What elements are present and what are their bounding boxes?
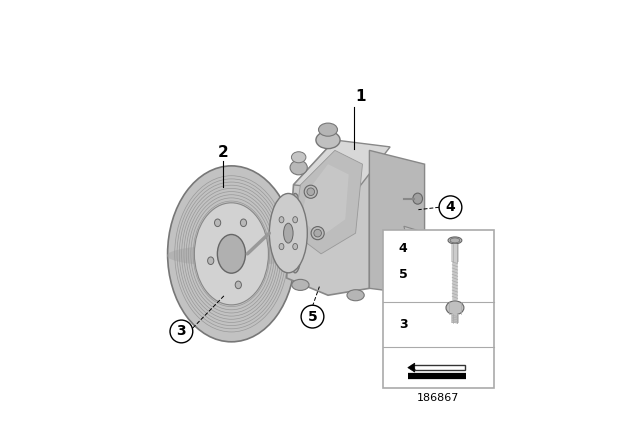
Ellipse shape bbox=[292, 217, 298, 223]
Polygon shape bbox=[408, 363, 415, 372]
Text: 186867: 186867 bbox=[417, 393, 460, 403]
Ellipse shape bbox=[413, 255, 422, 266]
Circle shape bbox=[439, 196, 462, 219]
Ellipse shape bbox=[292, 280, 309, 290]
Ellipse shape bbox=[279, 217, 284, 223]
Text: 4: 4 bbox=[399, 242, 408, 255]
Text: 5: 5 bbox=[308, 310, 317, 323]
Ellipse shape bbox=[279, 243, 284, 250]
Text: 2: 2 bbox=[218, 145, 228, 159]
Circle shape bbox=[301, 305, 324, 328]
Ellipse shape bbox=[168, 166, 295, 342]
Ellipse shape bbox=[413, 193, 422, 204]
Text: 5: 5 bbox=[399, 267, 408, 280]
Ellipse shape bbox=[287, 194, 303, 273]
Ellipse shape bbox=[448, 237, 462, 244]
Ellipse shape bbox=[232, 173, 250, 335]
Ellipse shape bbox=[214, 219, 221, 227]
Ellipse shape bbox=[207, 257, 214, 264]
Ellipse shape bbox=[290, 160, 307, 175]
Polygon shape bbox=[294, 140, 390, 192]
Text: 3: 3 bbox=[399, 318, 408, 331]
Circle shape bbox=[170, 320, 193, 343]
Polygon shape bbox=[287, 140, 369, 295]
Ellipse shape bbox=[236, 281, 241, 289]
Ellipse shape bbox=[316, 131, 340, 149]
Ellipse shape bbox=[314, 229, 321, 237]
Polygon shape bbox=[404, 226, 445, 267]
Ellipse shape bbox=[319, 123, 337, 136]
Ellipse shape bbox=[446, 301, 464, 314]
Ellipse shape bbox=[307, 188, 314, 195]
Ellipse shape bbox=[167, 245, 296, 266]
Ellipse shape bbox=[291, 152, 306, 163]
Ellipse shape bbox=[292, 243, 298, 250]
Ellipse shape bbox=[241, 219, 246, 227]
Text: 4: 4 bbox=[445, 200, 455, 214]
Polygon shape bbox=[294, 151, 362, 254]
Polygon shape bbox=[300, 164, 349, 237]
Ellipse shape bbox=[195, 203, 268, 305]
Bar bbox=[383, 230, 493, 388]
Ellipse shape bbox=[218, 234, 246, 273]
Polygon shape bbox=[369, 151, 424, 295]
Polygon shape bbox=[412, 365, 465, 370]
Text: 3: 3 bbox=[177, 324, 186, 338]
Ellipse shape bbox=[311, 227, 324, 240]
Text: 1: 1 bbox=[356, 90, 366, 104]
Ellipse shape bbox=[347, 290, 364, 301]
Ellipse shape bbox=[450, 238, 460, 243]
Ellipse shape bbox=[284, 223, 293, 243]
Ellipse shape bbox=[304, 185, 317, 198]
Ellipse shape bbox=[269, 194, 307, 273]
